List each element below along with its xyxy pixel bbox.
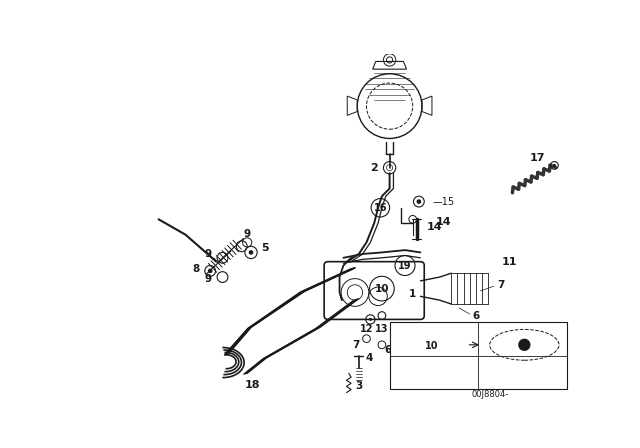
Text: 11: 11 — [501, 257, 516, 267]
Circle shape — [518, 339, 531, 351]
Circle shape — [553, 164, 556, 167]
Circle shape — [369, 318, 372, 321]
Text: 14: 14 — [436, 217, 451, 227]
Text: 18: 18 — [244, 380, 260, 390]
Circle shape — [410, 367, 415, 372]
Text: 1: 1 — [409, 289, 417, 299]
Text: 2: 2 — [371, 163, 378, 173]
Circle shape — [208, 269, 212, 273]
Text: 12: 12 — [360, 323, 373, 334]
Text: 5: 5 — [261, 243, 269, 253]
Text: 9: 9 — [204, 249, 211, 259]
Text: 3: 3 — [355, 381, 362, 392]
Text: —15: —15 — [433, 197, 455, 207]
Text: 9: 9 — [204, 274, 211, 284]
Text: 13: 13 — [375, 323, 388, 334]
Text: 17: 17 — [530, 153, 545, 163]
Text: 14: 14 — [426, 222, 442, 232]
Text: 7: 7 — [497, 280, 505, 290]
Text: 10: 10 — [425, 341, 438, 351]
Text: 6: 6 — [385, 345, 392, 355]
Text: 00J8804-: 00J8804- — [471, 390, 508, 399]
Circle shape — [417, 199, 421, 204]
Bar — [390, 322, 566, 389]
Text: 19: 19 — [398, 260, 412, 271]
Text: 4: 4 — [366, 353, 373, 363]
Text: 6: 6 — [472, 310, 479, 321]
Text: 16: 16 — [374, 203, 387, 213]
Text: 7: 7 — [352, 340, 360, 350]
Text: 9: 9 — [244, 229, 251, 239]
Circle shape — [249, 250, 253, 255]
Text: 8: 8 — [192, 264, 199, 274]
Text: 10: 10 — [374, 284, 389, 293]
Text: 19: 19 — [391, 365, 403, 374]
Text: 16: 16 — [391, 373, 403, 382]
